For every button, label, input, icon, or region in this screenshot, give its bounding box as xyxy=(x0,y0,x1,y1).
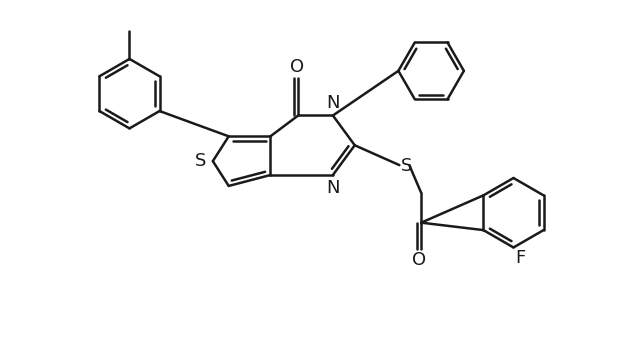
Text: N: N xyxy=(326,179,340,197)
Text: F: F xyxy=(515,250,525,267)
Text: S: S xyxy=(401,157,413,175)
Text: O: O xyxy=(412,251,426,270)
Text: O: O xyxy=(290,58,304,76)
Text: S: S xyxy=(195,152,206,170)
Text: N: N xyxy=(326,93,340,112)
